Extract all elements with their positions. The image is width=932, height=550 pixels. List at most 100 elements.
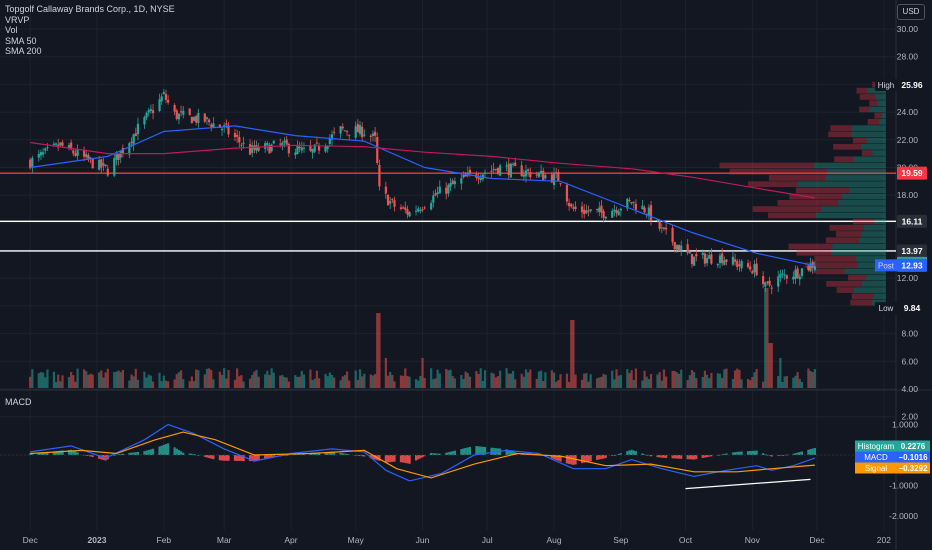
- vrvp-buy-bar: [858, 237, 886, 244]
- volume-bar: [149, 375, 153, 388]
- candle-body: [537, 172, 541, 177]
- macd-histogram-bar: [703, 455, 707, 458]
- candle-body: [242, 142, 245, 144]
- vrvp-sell-bar: [747, 181, 798, 188]
- volume-bar: [589, 374, 592, 388]
- indicator-vol[interactable]: Vol: [5, 25, 18, 35]
- volume-bar: [550, 370, 553, 388]
- vrvp-buy-bar: [830, 249, 886, 256]
- vrvp-buy-bar: [844, 268, 886, 275]
- volume-bar: [272, 372, 275, 388]
- macd-histogram-bar: [589, 455, 592, 462]
- volume-bar: [753, 372, 756, 388]
- candle-body: [192, 117, 196, 121]
- indicator-vrvp[interactable]: VRVP: [5, 14, 30, 25]
- price-tick-label: 4.00: [901, 384, 918, 394]
- volume-bar: [809, 370, 812, 388]
- indicator-sma200[interactable]: SMA 200: [5, 46, 42, 56]
- moving-averages: [30, 125, 816, 267]
- candle-body: [251, 145, 254, 153]
- volume-bar: [764, 288, 767, 388]
- vrvp-buy-bar: [851, 125, 886, 131]
- price-badge-bg: [897, 301, 927, 315]
- macd-histogram-bar: [490, 447, 493, 455]
- volume-bar: [690, 369, 694, 388]
- volume-bar: [703, 370, 707, 388]
- candle-body: [136, 123, 140, 135]
- candle-body: [264, 143, 267, 149]
- macd-pane-title[interactable]: MACD: [5, 397, 32, 407]
- candle-body: [490, 170, 493, 172]
- volume-bar: [281, 375, 284, 388]
- candle-body: [281, 142, 284, 146]
- volume-bar: [598, 377, 601, 388]
- macd-histogram-bar: [479, 446, 482, 455]
- volume-bar: [225, 378, 228, 388]
- volume-bar: [188, 381, 191, 388]
- candle-body: [762, 276, 765, 285]
- currency-button[interactable]: USD: [897, 4, 925, 20]
- candle-body: [496, 167, 500, 174]
- volume-bar: [100, 370, 103, 388]
- macd-histogram-bar: [238, 455, 241, 461]
- volume-bar: [430, 368, 433, 388]
- candle-body: [617, 211, 620, 216]
- candle-body: [686, 244, 689, 253]
- macd-histogram-bar: [738, 451, 741, 455]
- volume-bar: [406, 375, 409, 388]
- macd-histogram-bar: [749, 451, 752, 455]
- volume-bar: [44, 377, 47, 388]
- candle-body: [373, 131, 377, 136]
- volume-bar: [354, 370, 357, 388]
- macd-histogram-bar: [402, 455, 405, 463]
- macd-histogram-bar: [233, 455, 237, 461]
- volume-bar: [182, 379, 185, 388]
- candle-body: [447, 184, 450, 194]
- candle-body: [434, 193, 437, 196]
- candle-body: [67, 144, 71, 149]
- candle-body: [175, 110, 178, 119]
- macd-histogram-bar: [660, 455, 663, 458]
- horizontal-levels[interactable]: [0, 172, 896, 252]
- volume-bar: [223, 368, 226, 388]
- volume-bar: [675, 372, 678, 388]
- macd-pane[interactable]: [0, 423, 896, 490]
- time-tick-label: Dec: [23, 535, 39, 545]
- macd-histogram-bar: [680, 455, 683, 459]
- candle-body: [203, 113, 206, 122]
- volume-bar: [313, 378, 316, 388]
- indicator-sma50[interactable]: SMA 50: [5, 35, 37, 46]
- candle-body: [736, 261, 739, 267]
- symbol-title[interactable]: Topgolf Callaway Brands Corp., 1D, NYSE: [5, 4, 175, 14]
- vrvp-buy-bar: [832, 243, 886, 250]
- candle-body: [227, 125, 230, 135]
- volume-bar: [371, 375, 375, 388]
- macd-histogram-bar: [119, 453, 122, 455]
- volume-bar: [785, 376, 788, 388]
- vrvp-sell-bar: [872, 81, 878, 88]
- candle-body: [296, 146, 299, 155]
- vrvp-buy-bar: [866, 137, 886, 144]
- vrvp-buy-bar: [821, 206, 886, 212]
- vrvp-sell-bar: [830, 125, 852, 131]
- candle-body: [598, 207, 601, 213]
- volume-bar: [143, 371, 146, 388]
- volume-bar: [475, 370, 478, 388]
- volume-bar: [611, 370, 614, 388]
- volume-bar: [723, 369, 726, 388]
- candle-body: [731, 256, 735, 265]
- macd-histogram-bar: [406, 455, 409, 464]
- candle-body: [695, 253, 698, 257]
- macd-histogram-bar: [451, 451, 454, 455]
- volume-bar: [414, 379, 418, 388]
- candle-body: [268, 145, 271, 154]
- candle-body: [91, 158, 94, 169]
- vrvp-sell-bar: [852, 137, 867, 144]
- vrvp-buy-bar: [874, 218, 886, 225]
- vrvp-buy-bar: [857, 262, 886, 269]
- macd-legend-name: MACD: [864, 453, 888, 462]
- macd-histogram-bar: [423, 455, 426, 457]
- macd-histogram-bar: [242, 455, 245, 461]
- volume-bar: [537, 371, 541, 388]
